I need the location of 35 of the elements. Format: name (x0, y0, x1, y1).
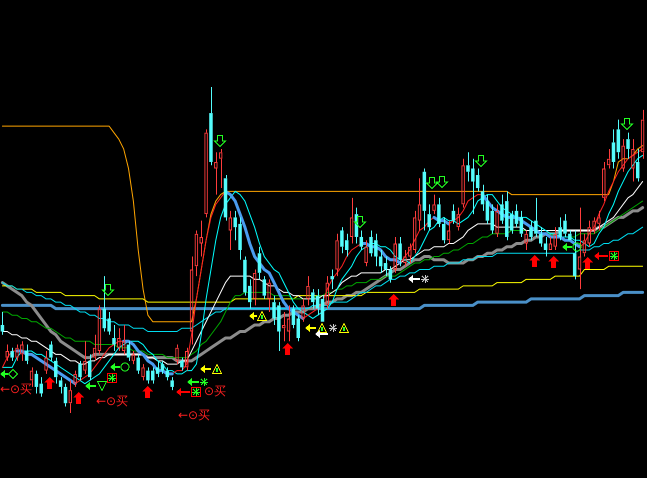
candlestick (262, 276, 266, 300)
annotation: ←⊙买 (96, 394, 128, 408)
candlestick (636, 148, 640, 182)
candlestick (136, 354, 140, 374)
candlestick (166, 366, 170, 381)
candlestick (0, 311, 4, 336)
candlestick (568, 230, 572, 240)
candlestick (112, 324, 116, 352)
candlestick (538, 226, 542, 248)
candlestick (49, 340, 53, 362)
candlestick (209, 86, 213, 166)
candlestick (442, 216, 446, 244)
candlestick (330, 269, 334, 290)
candlestick (437, 197, 441, 228)
candlestick (170, 376, 174, 391)
candlestick (452, 204, 456, 224)
annotation: ←⊙买 (0, 382, 32, 396)
candlestick (626, 132, 630, 160)
candlestick (24, 344, 28, 365)
candlestick (88, 354, 92, 381)
candlestick (126, 340, 130, 362)
candlestick (54, 357, 58, 384)
candlestick (180, 357, 184, 372)
candlestick (258, 246, 262, 280)
candlestick (224, 174, 228, 222)
candlestick (427, 204, 431, 231)
annotation: ⊙买 (204, 384, 226, 398)
candlestick (422, 168, 426, 231)
annotation: ←⊙买 (178, 408, 210, 422)
candlestick (398, 236, 402, 267)
candlestick (544, 236, 548, 258)
candlestick (572, 230, 576, 280)
candlestick (10, 347, 14, 362)
candlestick (78, 360, 82, 381)
candlestick (360, 230, 364, 250)
